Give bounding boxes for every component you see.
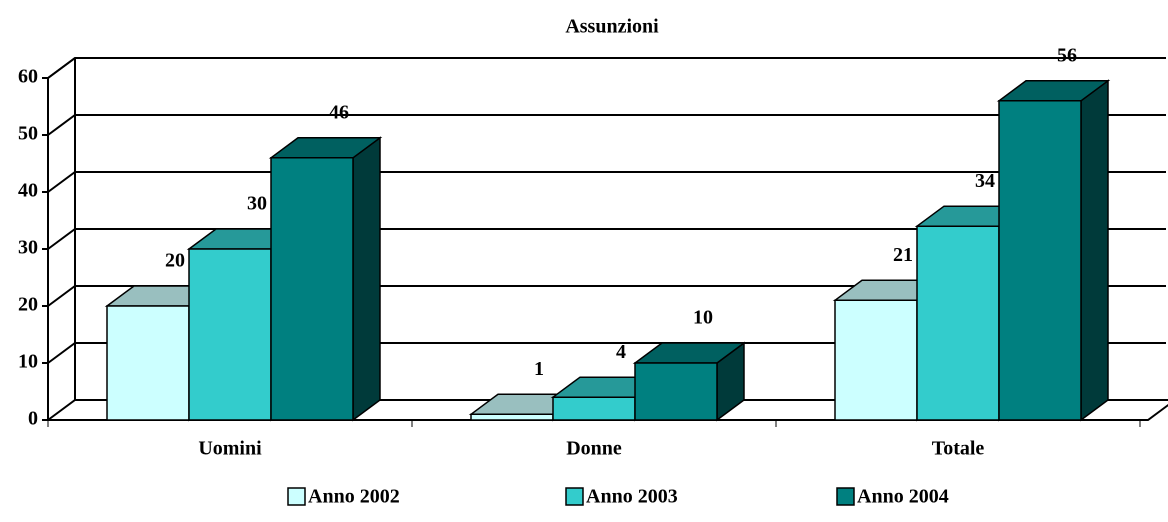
x-tick-label: Totale (932, 438, 985, 460)
bar (996, 79, 1111, 422)
bar-front (916, 225, 1000, 421)
bar-front (470, 413, 554, 421)
y-tick-label: 10 (18, 351, 38, 373)
value-label: 20 (165, 250, 185, 272)
bar (268, 136, 383, 422)
bar-front (270, 157, 354, 421)
value-label: 30 (247, 193, 267, 215)
bar-front (552, 396, 636, 421)
grid-line (47, 342, 1166, 364)
legend-label: Anno 2004 (857, 486, 949, 508)
legend-swatch (836, 487, 855, 506)
value-label: 1 (534, 358, 544, 380)
floor (48, 403, 1168, 421)
x-tick-label: Uomini (198, 438, 262, 460)
bar-side (1080, 79, 1109, 422)
y-tick-label: 40 (18, 180, 38, 202)
legend-label: Anno 2002 (308, 486, 400, 508)
bar-front (106, 305, 190, 421)
legend-label: Anno 2003 (586, 486, 678, 508)
bar-front (834, 299, 918, 421)
bar (632, 341, 747, 422)
y-tick-label: 0 (28, 408, 38, 430)
y-tick-label: 50 (18, 123, 38, 145)
bar-front (634, 362, 718, 421)
grid-line (47, 57, 1166, 79)
y-tick-label: 60 (18, 66, 38, 88)
bar-front (188, 248, 272, 421)
y-tick-label: 20 (18, 294, 38, 316)
chart-title: Assunzioni (565, 16, 659, 38)
grid-line (47, 399, 1166, 421)
legend-swatch (287, 487, 306, 506)
x-tick-label: Donne (566, 438, 622, 460)
grid-line (47, 114, 1166, 136)
value-label: 56 (1057, 44, 1077, 66)
y-tick-label: 30 (18, 237, 38, 259)
grid-line (47, 171, 1166, 193)
grid-line (47, 285, 1166, 307)
bar-side (352, 136, 381, 422)
value-label: 34 (975, 170, 995, 192)
value-label: 4 (616, 341, 626, 363)
legend-swatch (565, 487, 584, 506)
bar-front (998, 100, 1082, 421)
value-label: 10 (693, 307, 713, 329)
grid-line (47, 228, 1166, 250)
value-label: 46 (329, 101, 349, 123)
value-label: 21 (893, 244, 913, 266)
